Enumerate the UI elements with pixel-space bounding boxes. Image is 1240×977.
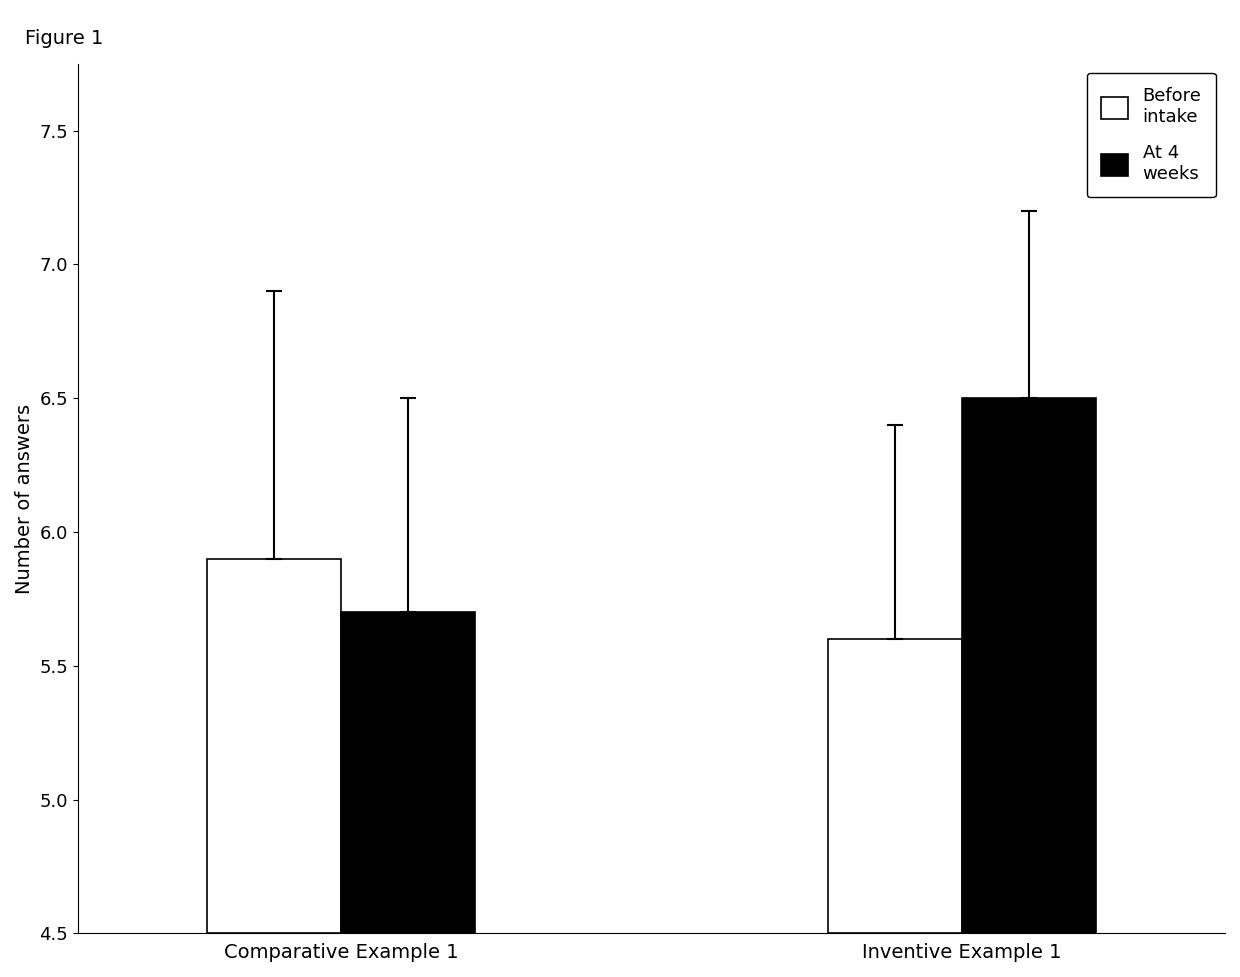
Legend: Before
intake, At 4
weeks: Before intake, At 4 weeks (1086, 73, 1216, 197)
Bar (828, 639, 962, 933)
Bar (207, 559, 341, 933)
Bar (962, 399, 1096, 933)
Text: Figure 1: Figure 1 (25, 29, 103, 48)
Bar (341, 613, 475, 933)
Y-axis label: Number of answers: Number of answers (15, 404, 33, 594)
